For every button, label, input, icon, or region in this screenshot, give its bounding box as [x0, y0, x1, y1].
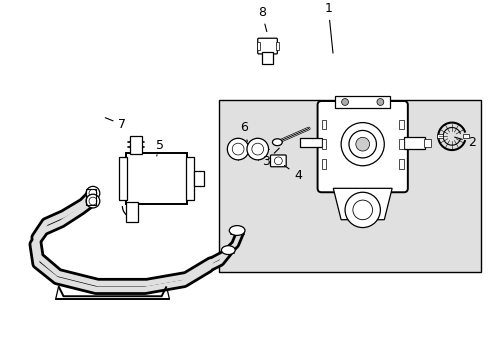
Circle shape [341, 99, 348, 105]
Ellipse shape [229, 226, 244, 235]
Bar [398, 120, 403, 130]
Text: 2: 2 [454, 136, 475, 149]
Circle shape [376, 99, 383, 105]
Bar [130, 136, 142, 154]
Circle shape [86, 186, 100, 200]
Bar [186, 157, 194, 200]
Bar [335, 96, 389, 108]
Bar [126, 153, 187, 204]
Text: 8: 8 [257, 6, 266, 32]
Bar [261, 52, 273, 64]
Bar [321, 120, 326, 130]
Text: 1: 1 [324, 2, 332, 53]
Bar [398, 159, 403, 169]
Bar [86, 189, 96, 205]
Text: 3: 3 [261, 148, 279, 168]
Bar [276, 42, 279, 50]
FancyBboxPatch shape [257, 38, 277, 54]
Polygon shape [333, 188, 391, 220]
Text: 6: 6 [240, 121, 247, 141]
Circle shape [345, 192, 380, 228]
Text: 5: 5 [155, 139, 163, 156]
Bar [321, 139, 326, 149]
Ellipse shape [221, 246, 235, 255]
FancyBboxPatch shape [317, 101, 407, 192]
Circle shape [86, 194, 100, 208]
Bar [321, 159, 326, 169]
Circle shape [355, 137, 369, 151]
Text: 7: 7 [105, 118, 126, 131]
Bar [194, 171, 203, 186]
Ellipse shape [272, 139, 282, 146]
Circle shape [227, 138, 248, 160]
Bar [218, 100, 480, 272]
FancyBboxPatch shape [270, 155, 285, 167]
Bar [436, 134, 442, 138]
Bar [462, 134, 468, 138]
Bar [403, 137, 425, 149]
Bar [398, 139, 403, 149]
Bar [126, 202, 138, 222]
Bar [299, 138, 321, 147]
Bar [119, 157, 127, 200]
Circle shape [246, 138, 268, 160]
Bar [256, 42, 259, 50]
Text: 4: 4 [284, 166, 301, 182]
Bar [423, 139, 430, 147]
